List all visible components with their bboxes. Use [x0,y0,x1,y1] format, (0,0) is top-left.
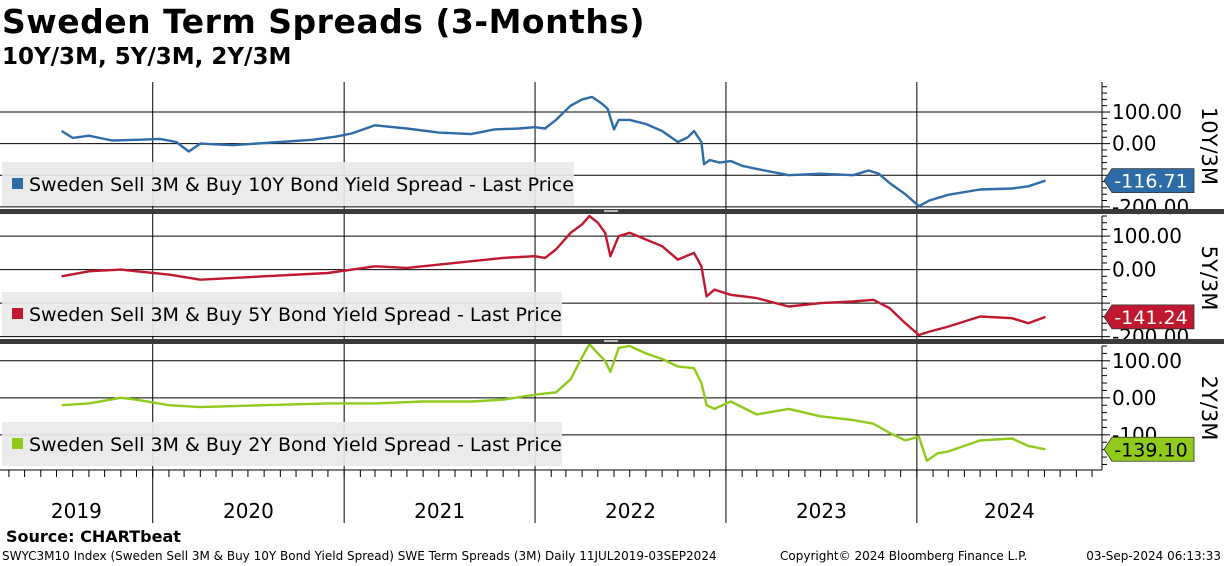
series-line [61,95,1046,208]
series-line [61,214,1046,337]
panel-axis-label: 10Y/3M [1197,107,1221,185]
y-tick-label: 100.00 [1112,349,1182,373]
chart-area: 100.00 0.00 -200.00 Sweden Sell 3M & Buy 10… [0,82,1224,523]
legend-swatch [12,438,23,449]
x-year-label: 2024 [984,499,1035,523]
last-price-background [1103,436,1195,462]
x-year-label: 2022 [605,499,656,523]
legend-1: Sweden Sell 3M & Buy 10Y Bond Yield Spre… [2,162,574,206]
panel-axis-label: 2Y/3M [1197,376,1221,441]
legend-label: Sweden Sell 3M & Buy 10Y Bond Yield Spre… [29,174,574,196]
y-tick-label: 0.00 [1112,258,1157,282]
y-tick-label: -200.00 [1112,195,1189,219]
panel-splitter-grip [604,340,618,342]
legend-2: Sweden Sell 3M & Buy 5Y Bond Yield Sprea… [2,292,562,336]
x-year-label: 2020 [223,499,274,523]
legend-background [2,292,562,336]
x-year-label: 2019 [51,499,102,523]
last-price-tag: -141.24 [1103,304,1195,330]
chart-subtitle: 10Y/3M, 5Y/3M, 2Y/3M [2,44,292,70]
last-price-background [1103,304,1195,330]
chart-title: Sweden Term Spreads (3-Months) [2,2,646,41]
legend-background [2,422,562,466]
last-price-tag: -116.71 [1103,168,1195,194]
legend-swatch [12,178,23,189]
y-tick-label: 0.00 [1112,132,1157,156]
last-price-tag: -139.10 [1103,436,1195,462]
legend-label: Sweden Sell 3M & Buy 5Y Bond Yield Sprea… [29,304,562,326]
y-tick-label: 100.00 [1112,224,1182,248]
last-price-value: -139.10 [1114,439,1187,461]
source-label: Source: CHARTbeat [6,527,181,546]
last-price-value: -116.71 [1114,171,1187,193]
x-year-label: 2023 [796,499,847,523]
footer-description: SWYC3M10 Index (Sweden Sell 3M & Buy 10Y… [2,549,717,563]
y-tick-label: 100.00 [1112,100,1182,124]
panel-axis-label: 5Y/3M [1197,246,1221,311]
series-line [61,342,1046,462]
legend-background [2,162,574,206]
last-price-background [1103,168,1195,194]
footer-copyright: Copyright© 2024 Bloomberg Finance L.P. [780,549,1028,563]
x-year-label: 2021 [414,499,465,523]
legend-3: Sweden Sell 3M & Buy 2Y Bond Yield Sprea… [2,422,562,466]
y-tick-label: 0.00 [1112,386,1157,410]
last-price-value: -141.24 [1114,307,1187,329]
legend-label: Sweden Sell 3M & Buy 2Y Bond Yield Sprea… [29,434,562,456]
legend-swatch [12,308,23,319]
footer-timestamp: 03-Sep-2024 06:13:33 [1086,549,1221,563]
panel-splitter-grip [604,210,618,212]
